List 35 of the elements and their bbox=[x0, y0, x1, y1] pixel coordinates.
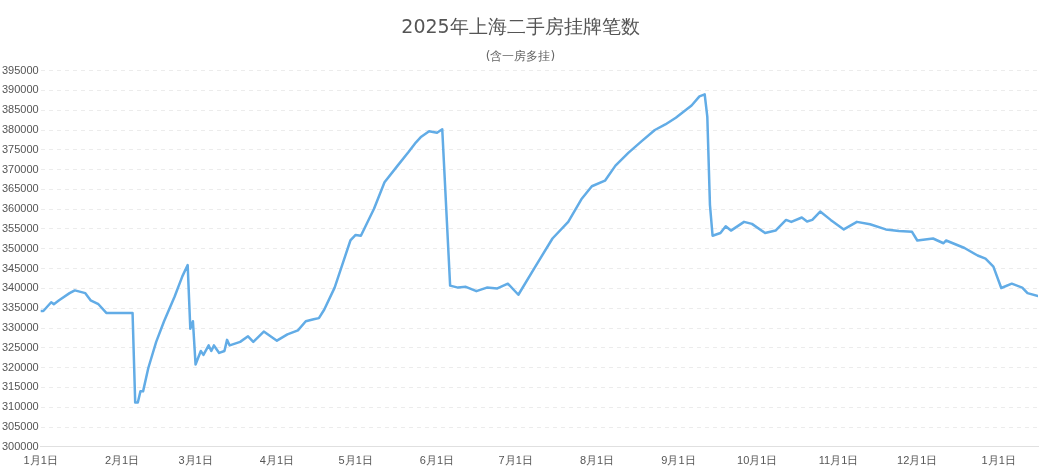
x-tick-label: 10月1日 bbox=[737, 454, 778, 467]
y-tick-label: 350000 bbox=[1, 241, 39, 254]
x-tick-label: 9月1日 bbox=[661, 454, 696, 467]
x-tick-label: 7月1日 bbox=[498, 454, 533, 467]
x-tick-label: 6月1日 bbox=[419, 454, 455, 467]
x-tick-label: 8月1日 bbox=[579, 454, 615, 467]
x-tick-label: 1月1日 bbox=[981, 454, 1016, 467]
y-tick-label: 335000 bbox=[1, 301, 39, 314]
x-tick-label: 11月1日 bbox=[818, 454, 859, 467]
y-tick-label: 385000 bbox=[1, 103, 39, 116]
y-tick-label: 340000 bbox=[1, 281, 39, 294]
y-tick-label: 310000 bbox=[1, 400, 39, 413]
y-tick-label: 320000 bbox=[1, 360, 39, 373]
x-tick-label: 12月1日 bbox=[897, 454, 938, 467]
y-tick-label: 325000 bbox=[1, 340, 39, 353]
y-tick-label: 375000 bbox=[1, 142, 39, 155]
y-tick-label: 365000 bbox=[1, 182, 39, 195]
x-tick-label: 5月1日 bbox=[338, 454, 373, 467]
y-tick-label: 305000 bbox=[1, 420, 39, 433]
y-tick-label: 345000 bbox=[1, 261, 39, 274]
x-tick-label: 3月1日 bbox=[178, 454, 213, 467]
y-tick-label: 370000 bbox=[1, 162, 39, 175]
y-tick-label: 395000 bbox=[1, 63, 39, 76]
y-tick-label: 330000 bbox=[1, 321, 39, 334]
y-tick-label: 355000 bbox=[1, 222, 39, 235]
y-tick-label: 390000 bbox=[1, 83, 39, 96]
y-tick-label: 360000 bbox=[1, 202, 39, 215]
y-tick-label: 380000 bbox=[1, 123, 39, 136]
x-tick-label: 1月1日 bbox=[23, 454, 58, 467]
chart-subtitle: (含一房多挂) bbox=[484, 48, 557, 65]
y-tick-label: 300000 bbox=[1, 439, 39, 452]
x-tick-label: 4月1日 bbox=[259, 454, 295, 467]
y-tick-label: 315000 bbox=[1, 380, 39, 393]
chart-title: 2025年上海二手房挂牌笔数 bbox=[400, 14, 641, 39]
x-tick-label: 2月1日 bbox=[104, 454, 140, 467]
